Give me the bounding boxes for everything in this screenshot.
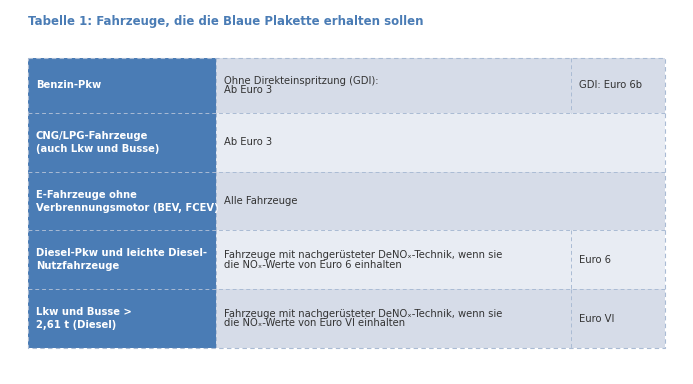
- Bar: [571, 289, 665, 348]
- Text: Fahrzeuge mit nachgerüsteter DeNOₓ-Technik, wenn sie: Fahrzeuge mit nachgerüsteter DeNOₓ-Techn…: [224, 309, 502, 319]
- Bar: [216, 113, 665, 172]
- Text: Alle Fahrzeuge: Alle Fahrzeuge: [224, 196, 297, 206]
- Bar: [216, 58, 571, 113]
- Bar: [28, 289, 216, 348]
- Text: Fahrzeuge mit nachgerüsteter DeNOₓ-Technik, wenn sie: Fahrzeuge mit nachgerüsteter DeNOₓ-Techn…: [224, 250, 502, 260]
- Text: die NOₓ-Werte von Euro VI einhalten: die NOₓ-Werte von Euro VI einhalten: [224, 318, 405, 328]
- Bar: [28, 58, 216, 113]
- Text: CNG/LPG-Fahrzeuge
(auch Lkw und Busse): CNG/LPG-Fahrzeuge (auch Lkw und Busse): [36, 131, 159, 154]
- Bar: [571, 230, 665, 289]
- Text: GDI: Euro 6b: GDI: Euro 6b: [579, 81, 642, 91]
- Text: Benzin-Pkw: Benzin-Pkw: [36, 81, 101, 91]
- Text: Euro 6: Euro 6: [579, 255, 611, 265]
- Bar: [216, 289, 571, 348]
- Bar: [28, 113, 216, 172]
- Text: Ohne Direkteinspritzung (GDI):: Ohne Direkteinspritzung (GDI):: [224, 76, 378, 86]
- Bar: [216, 172, 665, 230]
- Text: E-Fahrzeuge ohne
Verbrennungsmotor (BEV, FCEV): E-Fahrzeuge ohne Verbrennungsmotor (BEV,…: [36, 190, 218, 213]
- Bar: [216, 230, 571, 289]
- Bar: [28, 172, 216, 230]
- Text: Euro VI: Euro VI: [579, 314, 614, 324]
- Bar: [571, 58, 665, 113]
- Text: Diesel-Pkw und leichte Diesel-
Nutzfahrzeuge: Diesel-Pkw und leichte Diesel- Nutzfahrz…: [36, 248, 207, 271]
- Text: Ab Euro 3: Ab Euro 3: [224, 137, 272, 147]
- Text: Lkw und Busse >
2,61 t (Diesel): Lkw und Busse > 2,61 t (Diesel): [36, 307, 132, 330]
- Text: die NOₓ-Werte von Euro 6 einhalten: die NOₓ-Werte von Euro 6 einhalten: [224, 260, 402, 270]
- Text: Tabelle 1: Fahrzeuge, die die Blaue Plakette erhalten sollen: Tabelle 1: Fahrzeuge, die die Blaue Plak…: [28, 15, 423, 28]
- Bar: [28, 230, 216, 289]
- Text: Ab Euro 3: Ab Euro 3: [224, 85, 272, 95]
